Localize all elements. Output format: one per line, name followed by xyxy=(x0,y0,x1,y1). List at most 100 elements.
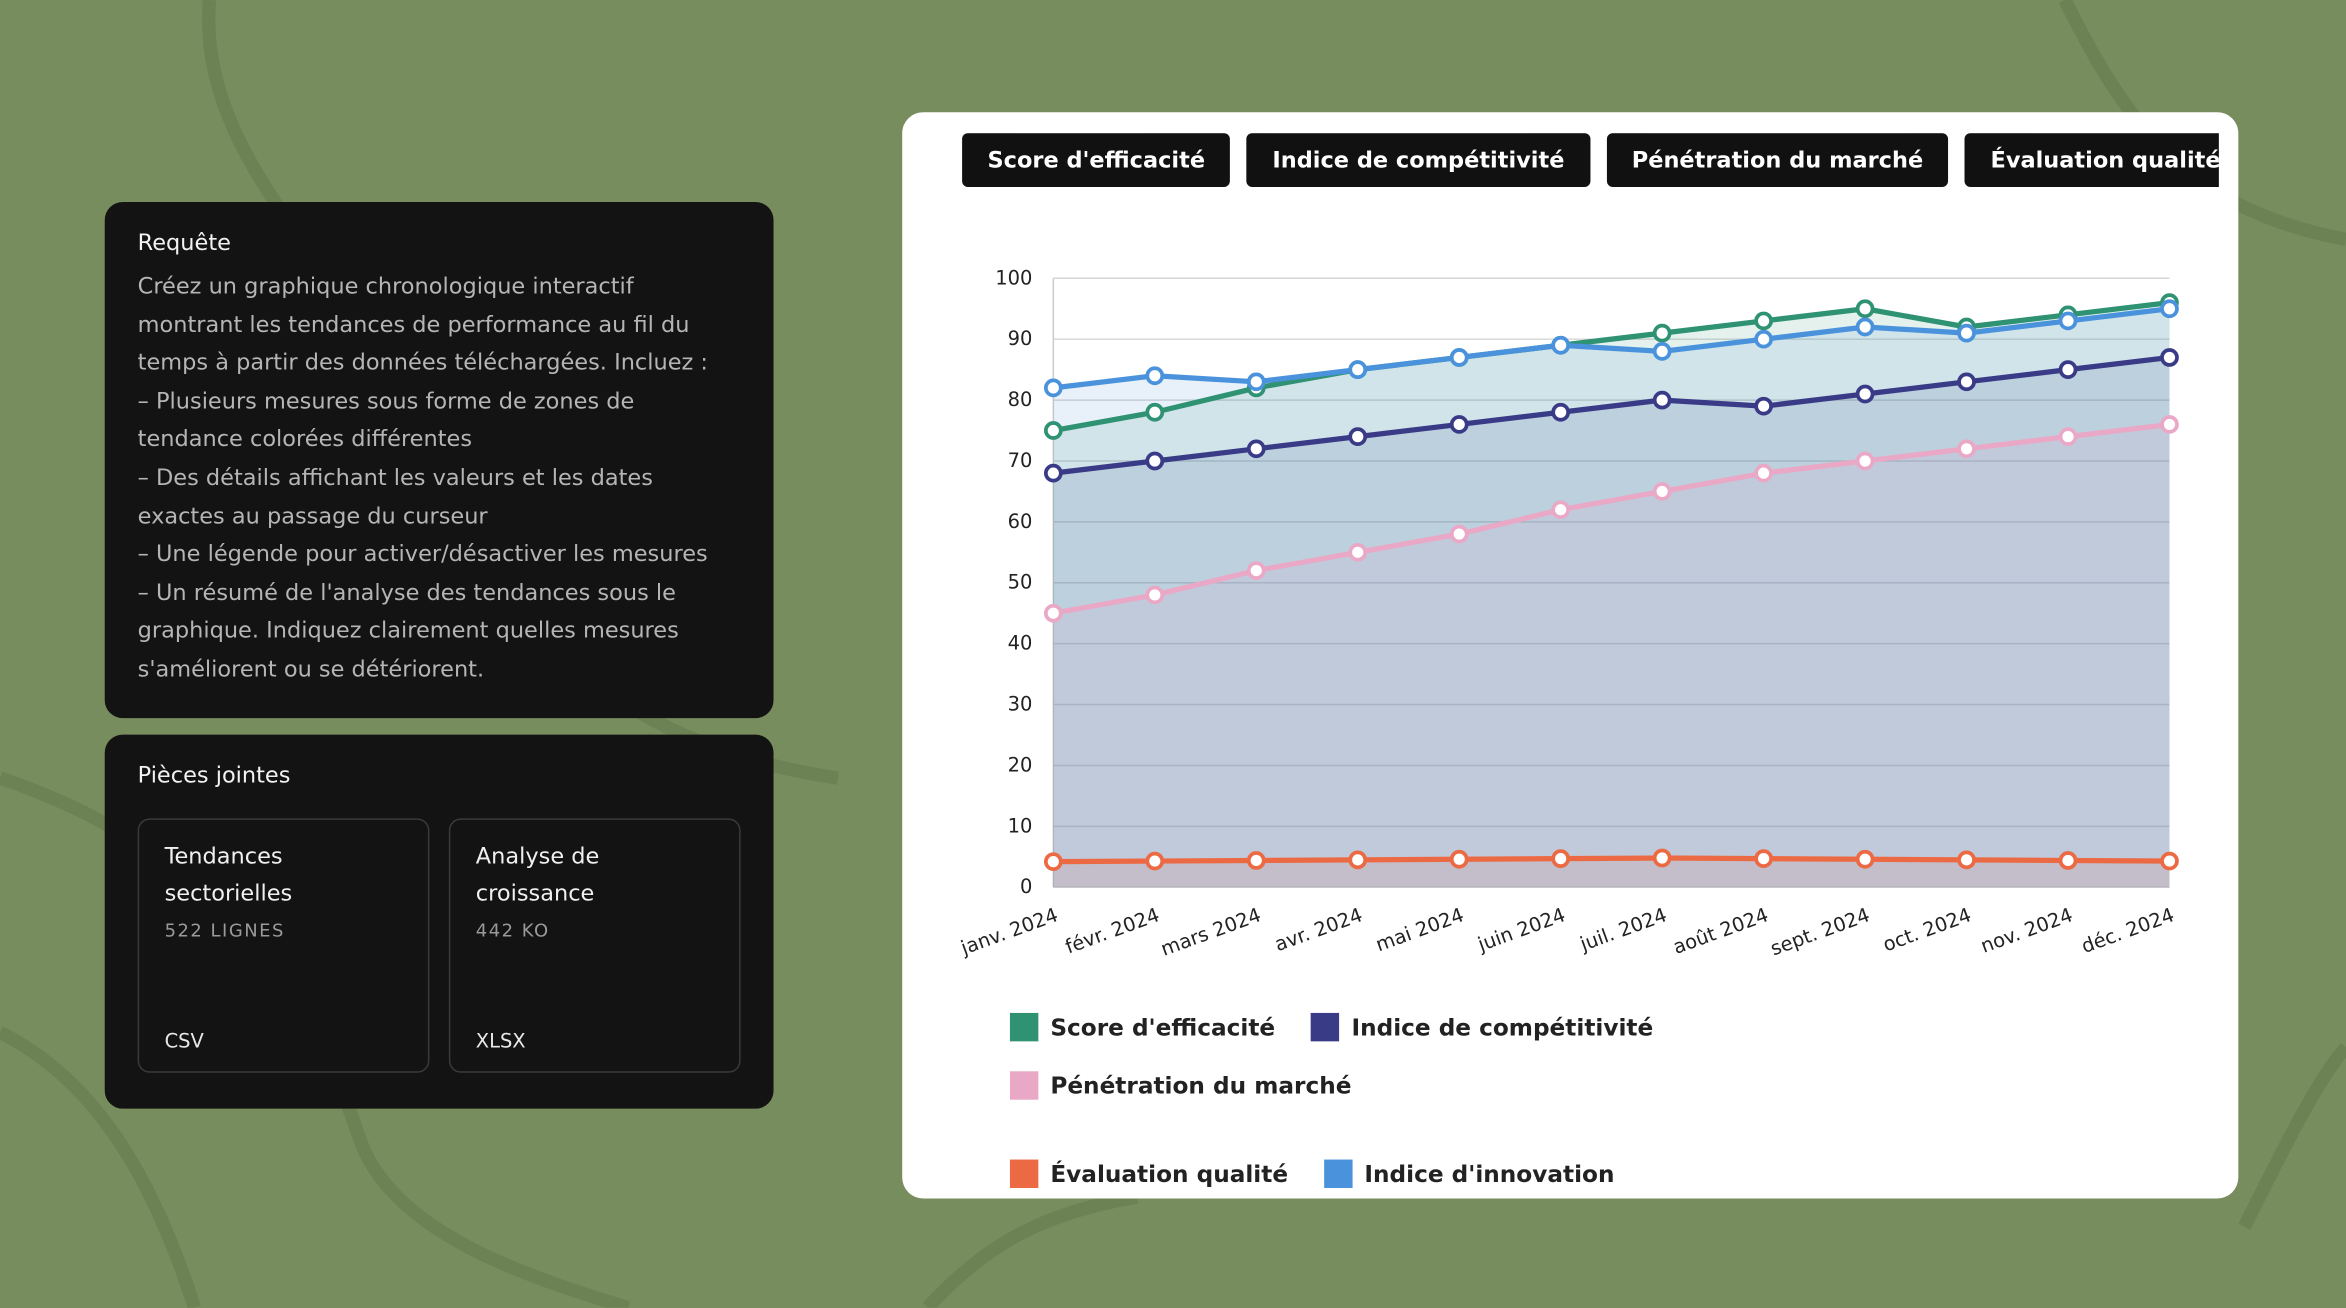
point[interactable] xyxy=(1246,561,1266,580)
point[interactable] xyxy=(1855,317,1875,337)
point[interactable] xyxy=(1043,378,1063,398)
legend-swatch xyxy=(1009,1012,1039,1042)
legend-swatch xyxy=(1009,1159,1039,1188)
legend-item[interactable]: Pénétration du marché xyxy=(1009,1071,1352,1100)
legend-label: Évaluation qualité xyxy=(1050,1160,1289,1188)
point[interactable] xyxy=(1449,415,1469,434)
request-line: – Un résumé de l'analyse des tendances s… xyxy=(137,578,679,683)
y-tick-label: 10 xyxy=(1008,814,1033,837)
x-tick-label: mai 2024 xyxy=(1373,903,1467,956)
line xyxy=(1052,300,2170,434)
point[interactable] xyxy=(2058,851,2078,870)
tab[interactable]: Pénétration du marché xyxy=(1606,133,1949,188)
point[interactable] xyxy=(1855,299,1875,319)
panel-title: Requête xyxy=(137,228,231,256)
point[interactable] xyxy=(1145,851,1165,871)
point[interactable] xyxy=(1246,372,1266,392)
x-tick-label: nov. 2024 xyxy=(1978,903,2076,957)
file-name: Tendances sectorielles xyxy=(164,842,293,907)
point[interactable] xyxy=(1957,372,1976,392)
point[interactable] xyxy=(1957,850,1976,870)
request-line: Créez un graphique chronologique interac… xyxy=(137,272,709,376)
x-tick-label: mars 2024 xyxy=(1158,903,1264,960)
point[interactable] xyxy=(1754,396,1773,416)
legend: Score d'efficacité Indice de compétitivit… xyxy=(1009,1012,2057,1188)
legend-item[interactable]: Score d'efficacité xyxy=(1009,1012,1275,1042)
line xyxy=(1053,855,2170,865)
point[interactable] xyxy=(1652,482,1672,501)
legend-item[interactable]: Évaluation qualité xyxy=(1009,1159,1289,1188)
x-tick-label: juil. 2024 xyxy=(1576,903,1670,956)
point[interactable] xyxy=(2160,851,2179,871)
point[interactable] xyxy=(1957,439,1976,459)
point[interactable] xyxy=(1246,851,1266,870)
legend-label: Pénétration du marché xyxy=(1050,1072,1352,1099)
request-line: – Plusieurs mesures sous forme de zones … xyxy=(137,387,635,453)
legend-swatch xyxy=(1311,1012,1340,1042)
x-tick-label: sept. 2024 xyxy=(1767,903,1872,960)
tab[interactable]: Évaluation qualité xyxy=(1965,133,2219,188)
legend-swatch xyxy=(1323,1159,1353,1188)
point[interactable] xyxy=(1957,323,1976,343)
point[interactable] xyxy=(1754,311,1773,331)
point[interactable] xyxy=(1551,500,1571,520)
point[interactable] xyxy=(1754,849,1773,868)
area xyxy=(1053,858,2170,888)
point[interactable] xyxy=(1551,402,1571,422)
point[interactable] xyxy=(2058,311,2078,331)
line xyxy=(1053,354,2170,476)
point[interactable] xyxy=(1449,849,1469,869)
request-text: Créez un graphique chronologique interac… xyxy=(138,268,741,689)
point[interactable] xyxy=(1145,366,1165,386)
panel-title: Pièces jointes xyxy=(137,761,291,789)
point[interactable] xyxy=(1551,849,1571,868)
point[interactable] xyxy=(1652,848,1672,868)
point[interactable] xyxy=(1449,524,1469,544)
point[interactable] xyxy=(1652,342,1672,361)
point[interactable] xyxy=(1246,439,1266,459)
point[interactable] xyxy=(1855,451,1875,471)
point[interactable] xyxy=(1754,329,1773,349)
point[interactable] xyxy=(1145,451,1165,471)
legend-item[interactable]: Indice d'innovation xyxy=(1323,1159,1614,1188)
point[interactable] xyxy=(1449,348,1469,367)
point[interactable] xyxy=(2058,360,2078,379)
point[interactable] xyxy=(1855,849,1875,869)
tab[interactable]: Score d'efficacité xyxy=(962,133,1231,188)
x-tick-label: août 2024 xyxy=(1670,903,1771,959)
point[interactable] xyxy=(1145,402,1165,422)
legend-item[interactable]: Indice de compétitivité xyxy=(1311,1012,1654,1042)
point[interactable] xyxy=(1855,384,1875,404)
point[interactable] xyxy=(1754,463,1773,483)
point[interactable] xyxy=(1348,850,1368,870)
point[interactable] xyxy=(2160,415,2179,434)
point[interactable] xyxy=(2058,427,2078,446)
tab[interactable]: Indice de compétitivité xyxy=(1246,133,1590,188)
point[interactable] xyxy=(1043,463,1063,483)
point[interactable] xyxy=(1043,603,1063,623)
point[interactable] xyxy=(1348,427,1368,446)
y-tick-label: 80 xyxy=(1008,388,1033,411)
point[interactable] xyxy=(1043,852,1063,872)
line xyxy=(1053,306,2170,391)
point[interactable] xyxy=(2160,348,2179,367)
legend-label: Indice de compétitivité xyxy=(1351,1013,1654,1041)
point[interactable] xyxy=(1145,585,1165,605)
point[interactable] xyxy=(1348,542,1368,562)
point[interactable] xyxy=(1348,360,1368,379)
point[interactable] xyxy=(2160,299,2179,319)
point[interactable] xyxy=(1652,323,1672,343)
chart: 0 10 20 30 40 50 60 70 80 90 100 janv. 2024 févr. 20… xyxy=(957,266,2179,961)
x-tick-label: juin 2024 xyxy=(1474,903,1568,956)
y-tick-label: 100 xyxy=(995,266,1032,289)
file-card[interactable]: Analyse de croissance 442 KO XLSX xyxy=(448,818,741,1073)
point[interactable] xyxy=(1043,421,1063,440)
y-tick-label: 60 xyxy=(1008,510,1033,533)
area xyxy=(1053,424,2170,888)
point[interactable] xyxy=(1652,390,1672,410)
point[interactable] xyxy=(1551,335,1571,355)
y-tick-label: 0 xyxy=(1020,875,1032,898)
file-card[interactable]: Tendances sectorielles 522 LIGNES CSV xyxy=(137,818,430,1073)
